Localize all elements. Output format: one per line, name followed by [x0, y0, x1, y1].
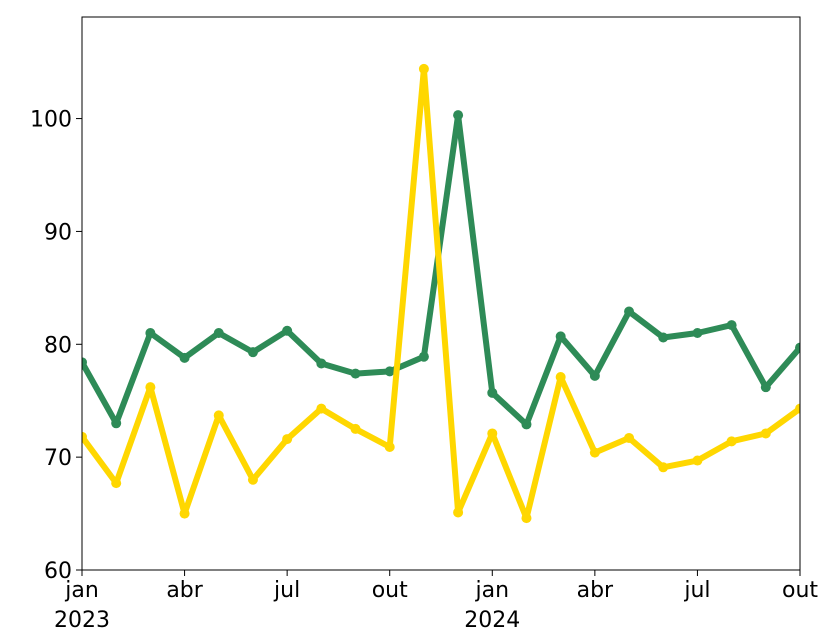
point [82, 357, 87, 368]
point [179, 508, 190, 519]
x-tick-year: 2023 [54, 608, 110, 630]
point [726, 436, 737, 447]
point [418, 351, 429, 362]
point [179, 352, 190, 363]
point [760, 382, 771, 393]
point [521, 419, 532, 430]
point [658, 332, 669, 343]
point [111, 418, 122, 429]
point [213, 328, 224, 338]
point [316, 403, 327, 414]
plot-frame [81, 16, 801, 571]
point [350, 368, 361, 379]
point [384, 366, 395, 377]
point [555, 372, 566, 383]
point [795, 342, 800, 353]
point [213, 410, 224, 421]
y-tick-label: 60 [44, 559, 72, 584]
y-tick-label: 80 [44, 333, 72, 358]
point [111, 478, 122, 489]
y-tick-label: 90 [44, 220, 72, 245]
y-tick-label: 70 [44, 446, 72, 471]
x-tick-label: abr [577, 578, 614, 603]
x-tick-label: jul [273, 578, 300, 603]
point [589, 447, 600, 458]
point [624, 306, 635, 317]
point [350, 423, 361, 434]
x-tick-year: 2024 [464, 608, 520, 630]
point [145, 328, 156, 338]
point [487, 387, 498, 398]
point [795, 403, 800, 414]
line [82, 112, 800, 428]
point [282, 325, 293, 336]
point [247, 347, 258, 358]
point [453, 110, 464, 121]
point [145, 382, 156, 393]
x-tick-label: out [782, 578, 818, 603]
point [658, 462, 669, 473]
point [692, 328, 703, 338]
point [589, 370, 600, 381]
line [82, 65, 800, 522]
plot-area [82, 63, 800, 524]
point [624, 432, 635, 443]
point [316, 358, 327, 369]
point [247, 474, 258, 485]
point [384, 441, 395, 452]
point [555, 331, 566, 342]
point [82, 431, 87, 442]
point [692, 455, 703, 466]
x-tick-label: jul [683, 578, 710, 603]
point [282, 434, 293, 445]
point [726, 320, 737, 331]
y-tick-label: 100 [30, 108, 72, 133]
x-tick-label: abr [166, 578, 203, 603]
x-tick-label: out [372, 578, 408, 603]
point [418, 63, 429, 74]
point [487, 428, 498, 439]
x-tick-label: jan [475, 578, 510, 603]
point [760, 428, 771, 439]
point [453, 507, 464, 518]
point [521, 513, 532, 524]
x-tick-label: jan [64, 578, 99, 603]
